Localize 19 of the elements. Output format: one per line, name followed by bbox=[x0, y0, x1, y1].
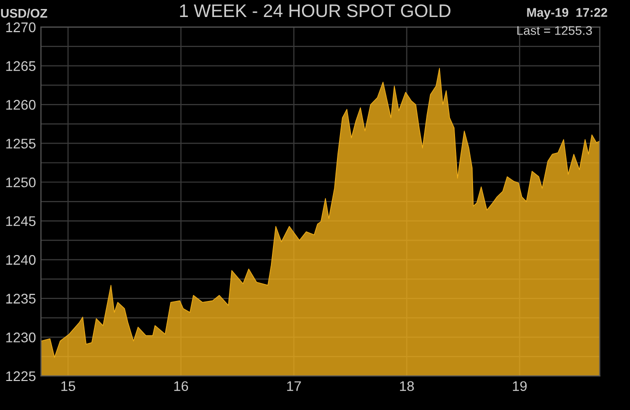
x-tick-label: 16 bbox=[174, 381, 188, 392]
x-tick-label: 17 bbox=[287, 381, 301, 391]
x-tick-label: 18 bbox=[400, 381, 414, 392]
text: May-19 17:22 bbox=[527, 8, 608, 20]
chart-title: 1 WEEK - 24 HOUR SPOT GOLD bbox=[180, 4, 450, 18]
y-tick-label: 1235 bbox=[6, 294, 36, 304]
y-tick-label: 1230 bbox=[6, 332, 36, 342]
y-tick-label: 1260 bbox=[6, 100, 36, 110]
y-tick-label: 1250 bbox=[6, 177, 36, 188]
y-tick-label: 1240 bbox=[6, 255, 36, 265]
y-tick-label: 1265 bbox=[6, 61, 36, 71]
y-tick-label: 1255 bbox=[6, 138, 36, 149]
y-tick-label: 1225 bbox=[6, 371, 36, 382]
y-tick-label: 1270 bbox=[6, 22, 36, 32]
y-tick-label: 1245 bbox=[6, 216, 36, 226]
x-tick-label: 15 bbox=[61, 381, 76, 392]
y-axis-title: USD/OZ bbox=[1, 8, 48, 18]
x-tick-label: 19 bbox=[512, 381, 527, 392]
annotation: Last = 1255.3 bbox=[517, 26, 592, 35]
